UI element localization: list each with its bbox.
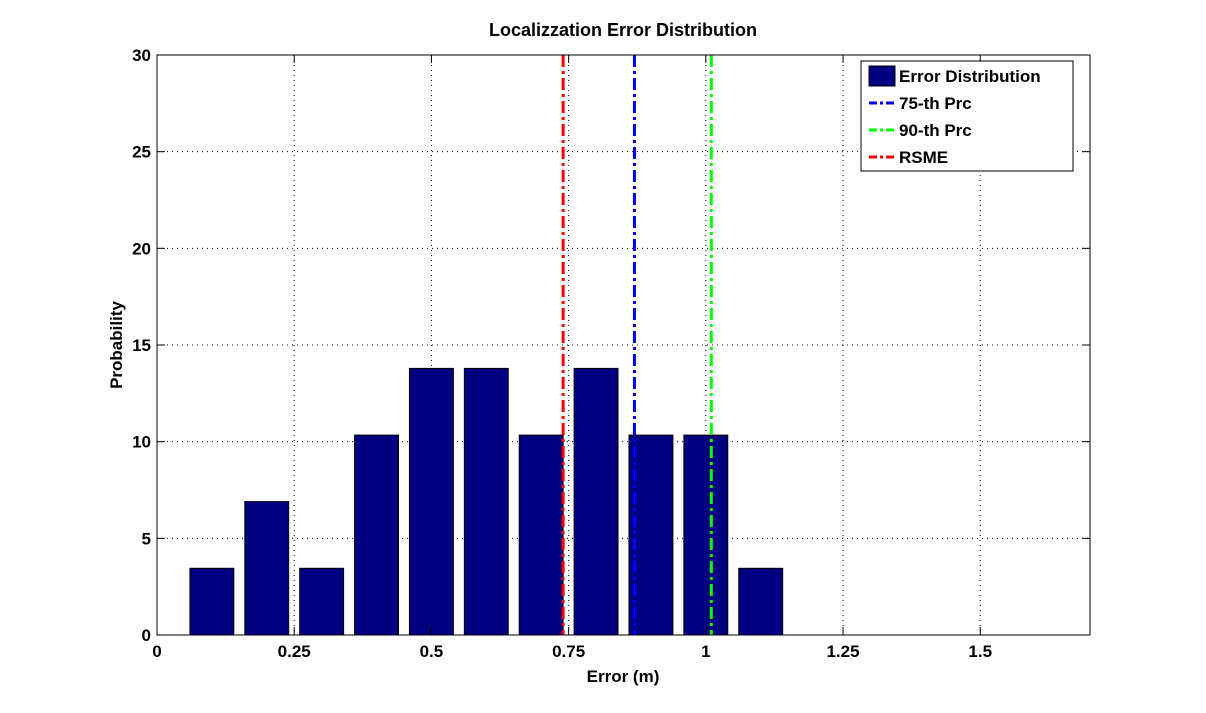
- bar: [463, 367, 509, 636]
- y-tick-label: 0: [142, 626, 151, 645]
- x-tick-label: 0: [152, 642, 161, 661]
- legend: Error Distribution 75-th Prc 90-th Prc RSME: [860, 60, 1074, 172]
- x-tick-label: 0.5: [420, 642, 444, 661]
- y-tick-label: 30: [132, 46, 151, 65]
- x-axis-label: Error (m): [587, 667, 660, 686]
- legend-box: [860, 60, 1074, 172]
- bar: [683, 434, 729, 636]
- bar: [244, 501, 290, 636]
- y-tick-label: 10: [132, 433, 151, 452]
- x-tick-label: 1: [701, 642, 710, 661]
- legend-label: Error Distribution: [899, 67, 1041, 86]
- bar: [573, 367, 619, 636]
- x-tick-label: 0.75: [552, 642, 585, 661]
- bar: [408, 367, 454, 636]
- x-tick-label: 0.25: [278, 642, 311, 661]
- legend-swatch: [868, 65, 896, 87]
- x-tick-label: 1.5: [968, 642, 992, 661]
- legend-label: RSME: [899, 148, 948, 167]
- y-axis-label: Probability: [107, 301, 126, 389]
- y-tick-label: 5: [142, 529, 151, 548]
- bars: [189, 367, 784, 636]
- grid: [157, 55, 1090, 635]
- bar: [354, 434, 399, 636]
- bar: [189, 567, 235, 636]
- x-tick-label: 1.25: [826, 642, 859, 661]
- chart-title: Localizzation Error Distribution: [489, 20, 757, 40]
- bar: [738, 567, 784, 636]
- ticks: 0 0.25 0.5 0.75 1 1.25 1.5 0 5 10 15 20 25 30: [132, 46, 1090, 661]
- y-tick-label: 20: [132, 239, 151, 258]
- y-tick-label: 25: [132, 143, 151, 162]
- legend-label: 75-th Prc: [899, 94, 972, 113]
- legend-label: 90-th Prc: [899, 121, 972, 140]
- bar: [299, 567, 345, 636]
- bar: [628, 434, 674, 636]
- bar: [518, 434, 564, 636]
- y-tick-label: 15: [132, 336, 151, 355]
- reference-lines: [561, 55, 713, 635]
